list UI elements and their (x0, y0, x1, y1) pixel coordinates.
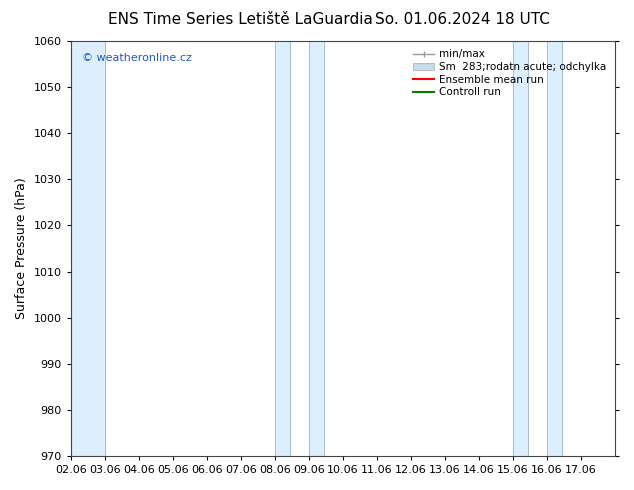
Bar (309, 41, 324, 456)
Bar (71, 41, 105, 456)
Text: So. 01.06.2024 18 UTC: So. 01.06.2024 18 UTC (375, 12, 550, 27)
Bar (513, 41, 528, 456)
Bar (547, 41, 562, 456)
Text: © weatheronline.cz: © weatheronline.cz (82, 53, 191, 64)
Y-axis label: Surface Pressure (hPa): Surface Pressure (hPa) (15, 178, 28, 319)
Legend: min/max, Sm  283;rodatn acute; odchylka, Ensemble mean run, Controll run: min/max, Sm 283;rodatn acute; odchylka, … (410, 46, 610, 100)
Bar (275, 41, 290, 456)
Text: ENS Time Series Letiště LaGuardia: ENS Time Series Letiště LaGuardia (108, 12, 373, 27)
